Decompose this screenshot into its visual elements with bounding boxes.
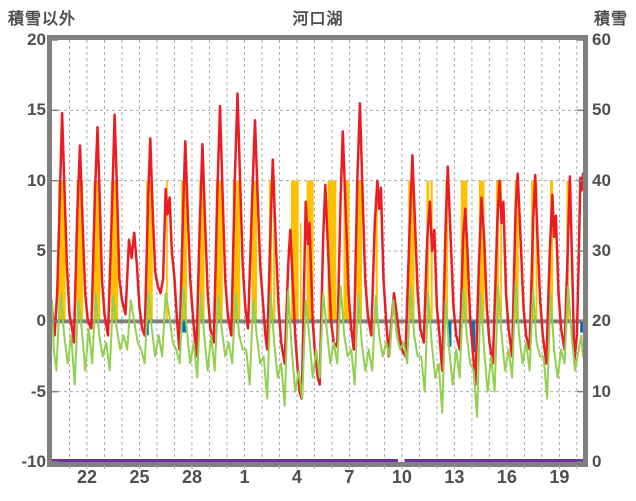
x-tick-label: 25 xyxy=(129,467,150,487)
y-right-tick-label: 40 xyxy=(592,170,611,190)
x-tick-label: 28 xyxy=(181,467,202,487)
x-tick-label: 16 xyxy=(496,467,517,487)
y-left-tick-label: 20 xyxy=(27,30,46,49)
green-line xyxy=(52,280,583,418)
left-axis-title: 積雪以外 xyxy=(8,11,77,28)
x-tick-label: 19 xyxy=(549,467,570,487)
y-left-tick-label: -10 xyxy=(21,452,46,471)
axis-ticks xyxy=(52,39,583,469)
chart-title: 河口湖 xyxy=(292,11,344,28)
y-right-tick-label: 50 xyxy=(592,100,611,120)
y-left-tick-label: 0 xyxy=(36,311,46,331)
x-tick-label: 7 xyxy=(344,467,355,487)
x-tick-label: 10 xyxy=(391,467,412,487)
x-tick-label: 1 xyxy=(239,467,250,487)
y-right-tick-label: 20 xyxy=(592,311,611,331)
right-axis-title: 積雪 xyxy=(593,11,628,28)
y-right-tick-label: 0 xyxy=(592,452,602,471)
x-tick-label: 4 xyxy=(291,467,302,487)
y-left-tick-label: 15 xyxy=(27,100,46,120)
y-right-tick-label: 60 xyxy=(592,30,611,49)
y-left-tick-label: 10 xyxy=(27,170,46,190)
y-right-tick-label: 10 xyxy=(592,381,611,401)
plot-frame xyxy=(47,35,588,467)
y-left-tick-label: 5 xyxy=(36,241,46,260)
red-temperature-line xyxy=(52,92,583,400)
y-left-tick-label: -5 xyxy=(30,381,46,401)
y-right-tick-label: 30 xyxy=(592,241,611,260)
x-tick-label: 22 xyxy=(76,467,97,487)
x-tick-label: 13 xyxy=(444,467,465,487)
